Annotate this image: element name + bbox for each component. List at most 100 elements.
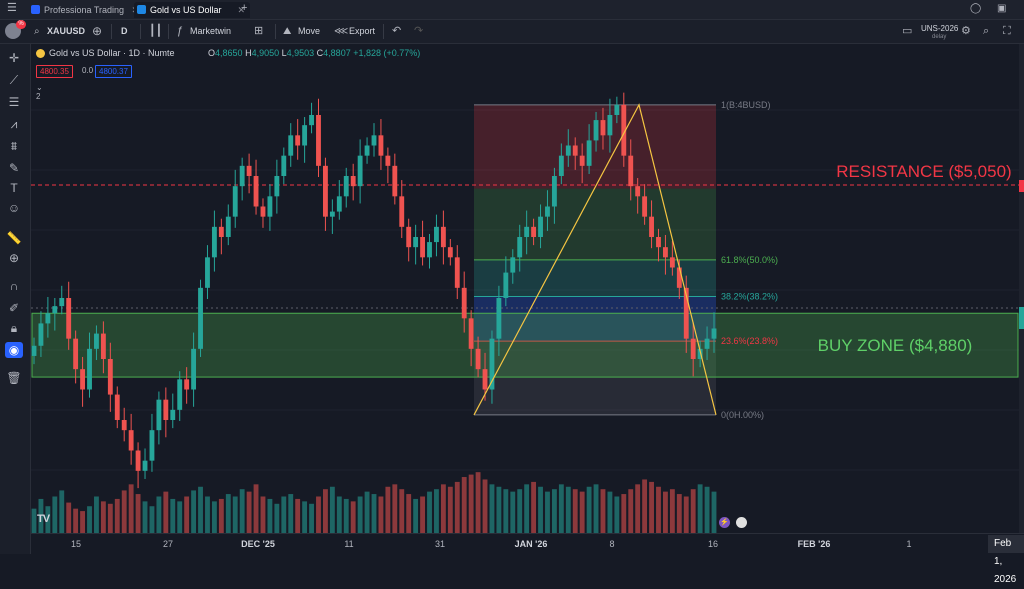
crosshair-icon[interactable]: ✛ bbox=[8, 51, 20, 65]
volume-bar bbox=[336, 496, 342, 533]
open-value: 4,8650 bbox=[215, 48, 243, 58]
fib-level-label: 23.6%(23.8%) bbox=[721, 336, 778, 346]
redo-icon[interactable]: ↷ bbox=[414, 25, 424, 37]
zoom-search-icon[interactable]: ⌕ bbox=[983, 25, 990, 37]
volume-bar bbox=[406, 494, 412, 533]
volume-bar bbox=[572, 489, 578, 533]
volume-bar bbox=[669, 489, 675, 533]
candle-body bbox=[378, 135, 384, 156]
layout-icon[interactable]: ▣ bbox=[997, 3, 1007, 14]
settings-icon[interactable]: ⚙ bbox=[961, 25, 971, 37]
volume-bar bbox=[205, 496, 210, 533]
forecast-icon[interactable]: ⩩ bbox=[10, 139, 18, 153]
templates-icon[interactable]: ⊞ bbox=[254, 25, 264, 37]
price-axis-strip[interactable] bbox=[1019, 44, 1024, 534]
flag-marker-icon[interactable] bbox=[736, 517, 747, 528]
candle-body bbox=[517, 237, 523, 258]
volume-bar bbox=[558, 484, 564, 533]
screen-icon[interactable]: ▭ bbox=[902, 25, 913, 37]
candle-body bbox=[593, 120, 599, 141]
legend-title[interactable]: Gold vs US Dollar · 1D · Numte bbox=[49, 48, 175, 58]
candle-body bbox=[142, 460, 148, 471]
time-tick-label: 1 bbox=[906, 539, 912, 549]
trash-icon[interactable]: 🗑︎ bbox=[6, 371, 22, 385]
lock-drawing-icon[interactable]: ✐ bbox=[8, 301, 20, 315]
close-tab-icon[interactable]: ✕ bbox=[237, 5, 245, 15]
volume-bar bbox=[461, 477, 467, 533]
candle-body bbox=[704, 338, 710, 349]
zoom-in-icon[interactable]: ⊕ bbox=[8, 251, 20, 265]
pattern-icon[interactable]: ⩘ bbox=[10, 117, 18, 131]
volume-bar bbox=[586, 486, 592, 533]
move-button[interactable]: Move bbox=[298, 26, 321, 36]
volume-bar bbox=[267, 498, 273, 533]
fib-band bbox=[474, 188, 716, 260]
volume-bar bbox=[704, 486, 710, 533]
search-icon[interactable]: ⌕ bbox=[34, 26, 40, 37]
volume-bar bbox=[218, 498, 224, 533]
volume-bar bbox=[329, 486, 335, 533]
buy-zone-label: BUY ZONE ($4,880) bbox=[818, 336, 973, 355]
time-axis[interactable]: 1 FEB '26 16 8 JAN '26 31 11 DEC '25 27 15 Feb 1,… bbox=[31, 533, 1024, 585]
bid-price[interactable]: 4800.35 bbox=[36, 65, 73, 78]
volume-bar bbox=[385, 486, 391, 533]
candle-body bbox=[656, 237, 661, 248]
volume-bar bbox=[156, 496, 162, 533]
tab-gold-vs-usd[interactable]: Gold vs US Dollar ✕ bbox=[134, 2, 250, 18]
volume-bar bbox=[371, 494, 377, 533]
price-chart[interactable]: 1(В:4ВUSD) 61.8%(50.0%) 38.2%(38.2%) 23.6%(… bbox=[0, 0, 1024, 554]
candle-body bbox=[635, 186, 641, 197]
fib-icon[interactable]: ☰ bbox=[8, 95, 20, 109]
candle-body bbox=[371, 135, 377, 146]
text-icon[interactable]: T bbox=[10, 181, 18, 195]
candle-body bbox=[66, 298, 72, 339]
undo-icon[interactable]: ↶ bbox=[392, 25, 402, 37]
tradingview-logo: TV bbox=[37, 513, 50, 525]
candle-body bbox=[87, 348, 92, 390]
fib-band bbox=[474, 104, 716, 189]
lock-icon[interactable]: 🔒︎ bbox=[10, 321, 18, 335]
candle-body bbox=[385, 155, 391, 166]
ruler-icon[interactable]: 📏 bbox=[6, 231, 22, 245]
export-icon[interactable]: ⋘ bbox=[334, 26, 349, 37]
menu-icon[interactable]: ☰ bbox=[7, 2, 17, 14]
volume-bar bbox=[52, 496, 58, 533]
trendline-icon[interactable]: ⟋ bbox=[9, 73, 19, 87]
symbol-search[interactable]: XAUUSD bbox=[47, 26, 86, 36]
collapse-indicators-button[interactable]: ⌄ 2 bbox=[36, 83, 43, 101]
candle-body bbox=[218, 226, 224, 237]
eye-icon[interactable]: ◉ bbox=[5, 342, 23, 358]
chart-type-icon[interactable]: ┃┃ bbox=[149, 25, 163, 37]
candle-body bbox=[468, 318, 474, 349]
candle-body bbox=[406, 226, 412, 248]
event-marker-icon[interactable]: ⚡ bbox=[719, 517, 730, 528]
candle-body bbox=[274, 176, 280, 197]
volume-bar bbox=[225, 494, 231, 533]
brush-icon[interactable]: ✎ bbox=[8, 161, 20, 175]
fib-level-label: 1(В:4ВUSD) bbox=[721, 100, 771, 110]
tab-favicon-icon bbox=[137, 5, 146, 14]
magnet-icon[interactable]: ∩ bbox=[9, 279, 19, 293]
session-label[interactable]: UNS-2026 bbox=[921, 24, 959, 33]
ask-price[interactable]: 4800.37 bbox=[95, 65, 132, 78]
candle-body bbox=[45, 313, 51, 324]
volume-bar bbox=[503, 489, 509, 533]
low-key: L bbox=[281, 48, 287, 58]
emoji-icon[interactable]: ☺ bbox=[7, 201, 21, 215]
indicators-button[interactable]: Marketwin bbox=[190, 26, 232, 36]
candle-body bbox=[239, 165, 245, 187]
candle-body bbox=[690, 338, 696, 359]
candle-body bbox=[149, 430, 155, 461]
indicators-icon[interactable]: ƒ bbox=[177, 25, 184, 37]
export-button[interactable]: Export bbox=[349, 26, 376, 36]
candle-body bbox=[628, 155, 634, 187]
fullscreen-icon[interactable]: ⛶ bbox=[1003, 25, 1011, 37]
account-icon[interactable]: ◯ bbox=[970, 3, 982, 14]
candle-body bbox=[260, 206, 266, 217]
new-tab-icon[interactable]: + bbox=[241, 2, 248, 14]
candle-body bbox=[558, 155, 564, 176]
candle-body bbox=[128, 430, 134, 451]
move-icon[interactable]: ⛰ bbox=[283, 26, 292, 37]
interval-button[interactable]: D bbox=[121, 26, 128, 36]
add-symbol-icon[interactable]: ⊕ bbox=[92, 24, 103, 38]
